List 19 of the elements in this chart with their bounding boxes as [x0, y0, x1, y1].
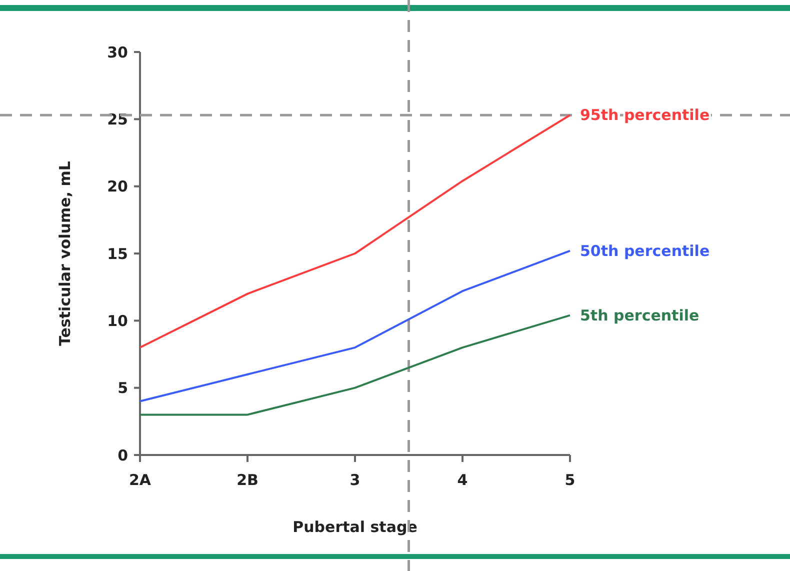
series-label: 5th percentile	[580, 306, 700, 324]
y-tick-label: 5	[118, 379, 128, 398]
x-tick-label: 5	[564, 471, 576, 489]
x-tick-label: 4	[457, 471, 468, 489]
line-series	[139, 250, 571, 402]
line-series	[139, 314, 571, 416]
y-tick-label: 20	[107, 178, 128, 196]
y-tick-label: 30	[107, 43, 128, 62]
x-tick-label: 3	[350, 471, 360, 489]
y-tick-label: 15	[107, 244, 128, 263]
line-series	[139, 114, 571, 349]
series-label: 95th percentile	[580, 106, 710, 124]
x-tick-label: 2B	[236, 471, 258, 489]
y-tick-label: 0	[118, 446, 128, 464]
x-axis-title: Pubertal stage	[292, 518, 418, 536]
y-axis-title: Testicular volume, mL	[56, 160, 74, 346]
x-tick-label: 2A	[128, 471, 152, 489]
y-tick-label: 10	[107, 312, 128, 330]
series-label: 50th percentile	[580, 242, 710, 260]
